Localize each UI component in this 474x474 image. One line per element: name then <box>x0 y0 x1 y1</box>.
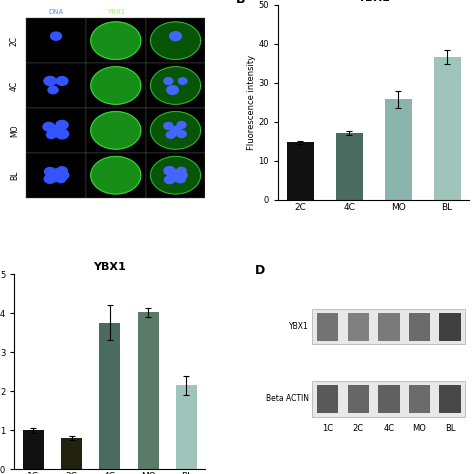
Bar <box>146 63 205 108</box>
Bar <box>86 18 146 63</box>
Bar <box>347 313 369 341</box>
Bar <box>347 385 369 413</box>
Circle shape <box>45 167 55 176</box>
Text: BL: BL <box>445 424 456 433</box>
Bar <box>86 63 146 108</box>
Bar <box>26 153 86 198</box>
Y-axis label: Fluorescence intensity: Fluorescence intensity <box>246 55 255 150</box>
Bar <box>434 57 461 200</box>
Circle shape <box>164 122 173 129</box>
Circle shape <box>166 131 175 138</box>
Bar <box>439 385 461 413</box>
Circle shape <box>46 131 56 138</box>
Bar <box>378 313 400 341</box>
Bar <box>146 18 205 63</box>
Title: YBX1: YBX1 <box>357 0 390 2</box>
Bar <box>146 153 205 198</box>
Circle shape <box>56 120 68 129</box>
Circle shape <box>177 130 186 137</box>
Text: MO: MO <box>412 424 427 433</box>
Bar <box>317 313 338 341</box>
Circle shape <box>167 173 178 182</box>
Circle shape <box>177 122 186 128</box>
Polygon shape <box>91 67 141 104</box>
Circle shape <box>48 86 58 94</box>
Bar <box>146 108 205 153</box>
Circle shape <box>50 126 62 135</box>
Bar <box>409 385 430 413</box>
Circle shape <box>44 76 56 86</box>
Circle shape <box>164 78 173 84</box>
Text: Beta ACTIN: Beta ACTIN <box>265 394 309 403</box>
Polygon shape <box>150 156 201 194</box>
Circle shape <box>51 169 61 177</box>
Circle shape <box>164 166 175 175</box>
Text: Merge: Merge <box>165 9 186 15</box>
Bar <box>378 385 400 413</box>
Bar <box>439 313 461 341</box>
Polygon shape <box>150 22 201 59</box>
Bar <box>26 63 86 108</box>
Circle shape <box>56 77 68 85</box>
Bar <box>86 153 146 198</box>
Text: DNA: DNA <box>48 9 64 15</box>
Bar <box>23 430 44 469</box>
Polygon shape <box>150 67 201 104</box>
Text: B: B <box>236 0 246 6</box>
Text: D: D <box>255 264 265 277</box>
Circle shape <box>171 170 180 176</box>
Text: 2C: 2C <box>353 424 364 433</box>
Text: 4C: 4C <box>383 424 394 433</box>
Circle shape <box>57 167 67 175</box>
Circle shape <box>177 167 186 174</box>
Polygon shape <box>150 111 201 149</box>
Circle shape <box>44 174 56 183</box>
Bar <box>287 142 314 200</box>
Bar <box>86 108 146 153</box>
Circle shape <box>171 127 181 134</box>
Text: 1C: 1C <box>322 424 333 433</box>
Text: YBX1: YBX1 <box>289 322 309 331</box>
Bar <box>409 313 430 341</box>
Title: YBX1: YBX1 <box>93 262 126 272</box>
Circle shape <box>43 122 55 131</box>
Circle shape <box>170 32 182 41</box>
Bar <box>137 312 158 469</box>
Polygon shape <box>91 156 141 194</box>
Bar <box>100 323 120 469</box>
Circle shape <box>56 175 66 182</box>
Bar <box>317 385 338 413</box>
Polygon shape <box>91 111 141 149</box>
Text: MO: MO <box>10 124 19 137</box>
Text: BL: BL <box>10 171 19 180</box>
Bar <box>312 309 465 344</box>
Circle shape <box>51 32 62 40</box>
Bar <box>26 18 86 63</box>
Circle shape <box>175 175 185 183</box>
Circle shape <box>47 173 58 182</box>
Circle shape <box>164 176 174 183</box>
Bar <box>61 438 82 469</box>
Bar <box>26 108 86 153</box>
Text: YBX1: YBX1 <box>107 9 125 15</box>
Circle shape <box>178 78 187 84</box>
Bar <box>312 382 465 417</box>
Polygon shape <box>91 22 141 59</box>
Circle shape <box>58 171 69 180</box>
Bar <box>385 99 411 200</box>
Bar <box>336 133 363 200</box>
Circle shape <box>167 86 178 94</box>
Text: 2C: 2C <box>10 36 19 46</box>
Circle shape <box>178 172 187 179</box>
Text: 4C: 4C <box>10 81 19 91</box>
Bar <box>176 385 197 469</box>
Circle shape <box>55 129 69 139</box>
